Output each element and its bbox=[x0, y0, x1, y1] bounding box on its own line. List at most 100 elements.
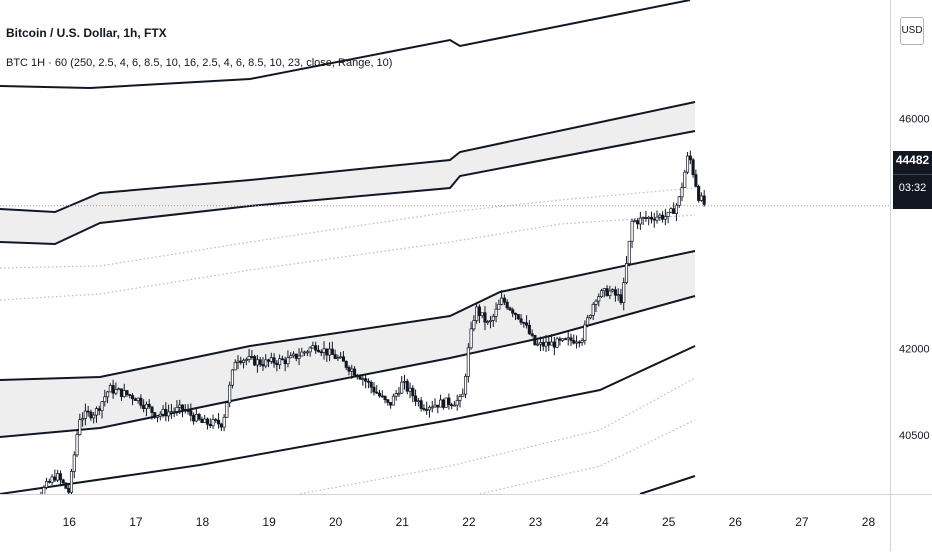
candle-body-99 bbox=[289, 355, 293, 359]
candle-body-139 bbox=[400, 381, 404, 394]
candle-body-69 bbox=[205, 418, 210, 425]
candle-body-10 bbox=[42, 487, 46, 494]
candle-body-206 bbox=[586, 317, 590, 326]
candle-body-31 bbox=[100, 401, 104, 411]
candle-body-53 bbox=[161, 408, 165, 415]
candle-body-125 bbox=[361, 378, 365, 381]
candle-body-92 bbox=[269, 357, 273, 362]
candle-body-21 bbox=[72, 454, 76, 472]
time-tick-label: 23 bbox=[529, 515, 543, 529]
candle-body-110 bbox=[319, 351, 323, 354]
candle-body-118 bbox=[341, 356, 345, 362]
candle-body-178 bbox=[508, 307, 512, 311]
candle-body-38 bbox=[119, 388, 123, 397]
candle-body-195 bbox=[555, 338, 559, 348]
candle-body-203 bbox=[577, 341, 581, 344]
candle-body-168 bbox=[480, 312, 484, 316]
candle-body-32 bbox=[103, 396, 107, 403]
candle-body-16 bbox=[58, 473, 62, 481]
candle-body-67 bbox=[200, 418, 204, 423]
candle-body-142 bbox=[408, 387, 412, 392]
candle-body-170 bbox=[486, 321, 490, 324]
candle-body-137 bbox=[394, 393, 398, 397]
candle-body-61 bbox=[183, 409, 187, 411]
candle-body-71 bbox=[211, 419, 215, 427]
candle-body-65 bbox=[194, 413, 198, 422]
candle-body-143 bbox=[411, 387, 415, 397]
candle-body-227 bbox=[644, 217, 648, 219]
currency-button[interactable]: USD bbox=[900, 17, 924, 45]
candle-body-23 bbox=[78, 419, 82, 435]
candle-body-33 bbox=[106, 391, 110, 398]
candle-body-138 bbox=[397, 392, 401, 395]
candle-body-29 bbox=[94, 408, 99, 416]
candle-body-242 bbox=[685, 155, 690, 173]
candle-body-229 bbox=[649, 216, 654, 220]
candle-body-204 bbox=[580, 340, 584, 343]
candle-body-202 bbox=[574, 341, 579, 344]
candle-body-177 bbox=[505, 301, 509, 309]
candle-body-112 bbox=[325, 348, 329, 356]
time-tick-label: 26 bbox=[729, 515, 743, 529]
candle-body-122 bbox=[352, 368, 357, 376]
candle-body-19 bbox=[67, 488, 71, 493]
candle-body-171 bbox=[488, 320, 493, 323]
dotted-band-line-3 bbox=[299, 377, 696, 494]
candle-body-191 bbox=[544, 341, 548, 347]
candle-body-58 bbox=[175, 407, 179, 412]
candle-body-188 bbox=[536, 343, 540, 346]
price-axis[interactable]: 46000420004050039250 bbox=[890, 0, 932, 514]
candle-body-247 bbox=[699, 195, 703, 201]
band-line-2 bbox=[0, 101, 696, 214]
candle-body-201 bbox=[572, 340, 576, 344]
candle-body-113 bbox=[328, 348, 332, 356]
candle-body-214 bbox=[608, 290, 612, 297]
time-tick-label: 18 bbox=[196, 515, 210, 529]
indicator-legend[interactable]: BTC 1H · 60 (250, 2.5, 4, 6, 8.5, 10, 16… bbox=[6, 57, 393, 69]
candle-body-164 bbox=[469, 328, 473, 349]
candle-body-50 bbox=[153, 412, 157, 418]
candle-body-84 bbox=[247, 356, 251, 360]
candle-body-114 bbox=[330, 348, 334, 355]
candle-body-136 bbox=[391, 395, 395, 406]
candle-body-219 bbox=[622, 282, 626, 303]
candle-body-46 bbox=[142, 404, 146, 409]
band-fill-1 bbox=[0, 102, 695, 244]
candle-body-56 bbox=[169, 411, 173, 414]
candle-body-75 bbox=[222, 416, 226, 428]
candle-body-189 bbox=[538, 342, 543, 345]
candle-body-49 bbox=[150, 406, 154, 413]
candle-body-239 bbox=[677, 196, 681, 206]
chart-area[interactable]: Bitcoin / U.S. Dollar, 1h, FTX BTC 1H · … bbox=[0, 0, 890, 494]
band-fill-2 bbox=[0, 251, 695, 437]
candle-body-175 bbox=[500, 297, 504, 305]
price-chart[interactable] bbox=[0, 0, 890, 494]
candle-body-24 bbox=[81, 418, 85, 421]
candle-body-98 bbox=[286, 357, 290, 365]
candle-body-213 bbox=[605, 288, 609, 297]
candle-body-34 bbox=[108, 385, 112, 393]
candle-body-40 bbox=[125, 390, 129, 395]
candle-body-159 bbox=[455, 400, 459, 406]
candle-body-173 bbox=[494, 308, 498, 317]
candle-body-240 bbox=[680, 187, 684, 198]
time-tick-label: 20 bbox=[329, 515, 343, 529]
candle-body-95 bbox=[278, 358, 282, 366]
candle-body-231 bbox=[655, 216, 659, 221]
candle-body-130 bbox=[375, 391, 379, 394]
candle-body-141 bbox=[405, 380, 409, 392]
candle-body-83 bbox=[244, 359, 248, 361]
candle-body-205 bbox=[583, 324, 587, 341]
candle-body-140 bbox=[402, 380, 407, 383]
candle-body-12 bbox=[47, 481, 51, 483]
candle-body-228 bbox=[647, 216, 651, 219]
candle-body-224 bbox=[636, 220, 640, 225]
candle-body-111 bbox=[322, 348, 326, 353]
candle-body-51 bbox=[155, 415, 160, 418]
candle-body-230 bbox=[652, 218, 656, 221]
time-axis[interactable]: 16 17 18 19 20 21 22 23 24 25 26 27 28 bbox=[0, 494, 890, 551]
candle-body-91 bbox=[266, 359, 271, 362]
candle-body-208 bbox=[591, 304, 595, 316]
candle-body-221 bbox=[627, 240, 631, 264]
candle-body-156 bbox=[447, 397, 451, 406]
